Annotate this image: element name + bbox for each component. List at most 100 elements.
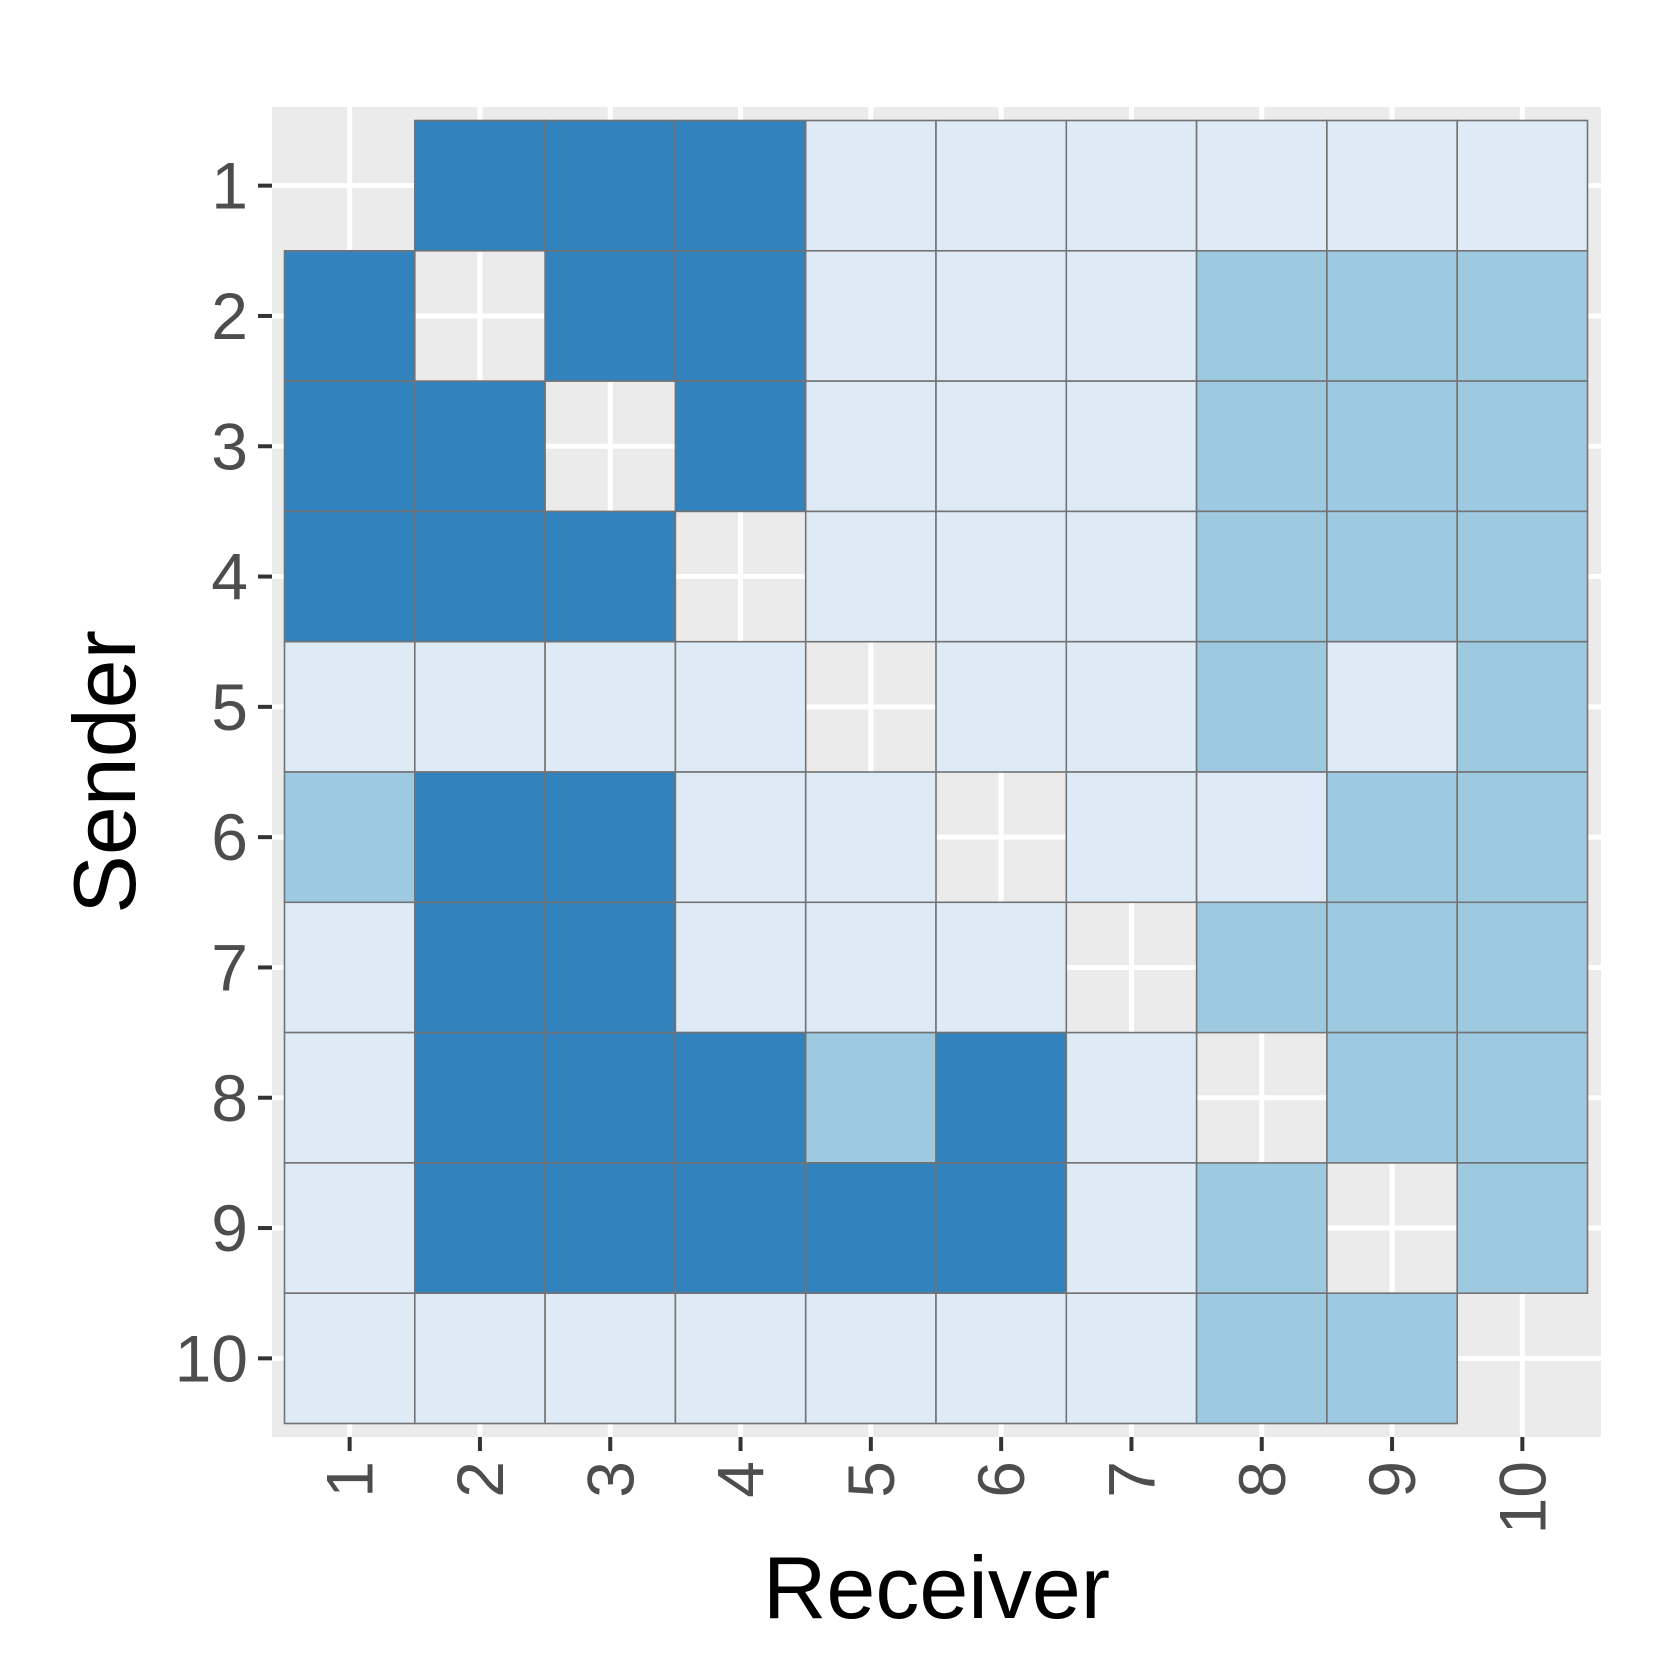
tile-sender-6-receiver-1 [283,771,416,904]
tile-sender-4-receiver-6 [935,510,1068,643]
tile-sender-5-receiver-9 [1326,640,1459,773]
y-tick-label-10: 10 [175,1321,248,1395]
y-tick-label-5: 5 [211,670,248,744]
tile-sender-8-receiver-9 [1326,1031,1459,1164]
tile-sender-1-receiver-9 [1326,119,1459,252]
tile-sender-4-receiver-5 [804,510,937,643]
y-tick-label-2: 2 [211,279,248,353]
tile-sender-9-receiver-1 [283,1162,416,1295]
tile-sender-1-receiver-3 [544,119,677,252]
tile-sender-1-receiver-8 [1195,119,1328,252]
tile-sender-10-receiver-8 [1195,1292,1328,1425]
tile-sender-9-receiver-7 [1065,1162,1198,1295]
x-tick-label-7: 7 [1094,1461,1168,1498]
tile-sender-2-receiver-7 [1065,250,1198,382]
tile-sender-10-receiver-3 [544,1292,677,1425]
tile-sender-7-receiver-3 [544,901,677,1034]
tile-sender-7-receiver-5 [804,901,937,1034]
x-tick-label-8: 8 [1225,1461,1299,1498]
x-axis-title: Receiver [763,1538,1110,1637]
tile-sender-6-receiver-5 [804,771,937,904]
tile-sender-5-receiver-3 [544,640,677,773]
tile-sender-9-receiver-10 [1456,1162,1589,1295]
tile-sender-3-receiver-2 [413,380,546,513]
tile-sender-8-receiver-1 [283,1031,416,1164]
tile-sender-5-receiver-8 [1195,640,1328,773]
tile-sender-1-receiver-5 [804,119,937,252]
tile-sender-4-receiver-8 [1195,510,1328,643]
x-tick-label-4: 4 [704,1461,778,1498]
tile-sender-7-receiver-10 [1456,901,1589,1034]
y-tick-label-8: 8 [211,1061,248,1135]
tile-sender-9-receiver-6 [935,1162,1068,1295]
tile-sender-5-receiver-4 [674,640,807,773]
tile-sender-1-receiver-10 [1456,119,1589,252]
tile-sender-8-receiver-7 [1065,1031,1198,1164]
tile-sender-3-receiver-7 [1065,380,1198,513]
tile-sender-7-receiver-8 [1195,901,1328,1034]
tile-sender-6-receiver-7 [1065,771,1198,904]
tile-sender-8-receiver-2 [413,1031,546,1164]
tile-sender-10-receiver-4 [674,1292,807,1425]
y-tick-label-9: 9 [211,1191,248,1265]
tile-sender-5-receiver-6 [935,640,1068,773]
tile-sender-4-receiver-1 [283,510,416,643]
tile-sender-6-receiver-3 [544,771,677,904]
y-tick-label-1: 1 [211,149,248,223]
y-axis-title: Sender [55,630,154,914]
tile-sender-7-receiver-2 [413,901,546,1034]
tile-sender-3-receiver-5 [804,380,937,513]
tile-sender-8-receiver-5 [804,1031,937,1164]
tile-sender-7-receiver-4 [674,901,807,1034]
tile-sender-2-receiver-8 [1195,250,1328,382]
tile-sender-4-receiver-9 [1326,510,1459,643]
tile-sender-10-receiver-2 [413,1292,546,1425]
y-tick-label-3: 3 [211,409,248,483]
tile-sender-4-receiver-3 [544,510,677,643]
tile-sender-1-receiver-4 [674,119,807,252]
tile-sender-6-receiver-2 [413,771,546,904]
tile-sender-3-receiver-4 [674,380,807,513]
tile-sender-4-receiver-10 [1456,510,1589,643]
tile-sender-2-receiver-9 [1326,250,1459,382]
tile-sender-3-receiver-8 [1195,380,1328,513]
tile-sender-7-receiver-9 [1326,901,1459,1034]
tile-sender-2-receiver-4 [674,250,807,382]
x-tick-label-1: 1 [313,1461,387,1498]
y-tick-label-7: 7 [211,930,248,1004]
x-axis: 1 2 3 4 5 6 7 8 9 10 [313,1437,1559,1534]
tile-sender-1-receiver-6 [935,119,1068,252]
tile-sender-3-receiver-6 [935,380,1068,513]
tile-sender-2-receiver-3 [544,250,677,382]
tile-sender-2-receiver-10 [1456,250,1589,382]
y-axis: 1 2 3 4 5 6 7 8 9 10 [175,149,272,1395]
tile-sender-3-receiver-10 [1456,380,1589,513]
tile-sender-5-receiver-7 [1065,640,1198,773]
tile-sender-10-receiver-5 [804,1292,937,1425]
tile-sender-6-receiver-4 [674,771,807,904]
tile-sender-6-receiver-8 [1195,771,1328,904]
tile-sender-2-receiver-6 [935,250,1068,382]
tile-sender-9-receiver-8 [1195,1162,1328,1295]
tile-sender-9-receiver-3 [544,1162,677,1295]
tile-sender-10-receiver-6 [935,1292,1068,1425]
tile-sender-7-receiver-1 [283,901,416,1034]
tile-sender-7-receiver-6 [935,901,1068,1034]
x-tick-label-5: 5 [834,1461,908,1498]
tile-sender-5-receiver-10 [1456,640,1589,773]
x-tick-label-6: 6 [964,1461,1038,1498]
x-tick-label-9: 9 [1355,1461,1429,1498]
tile-sender-9-receiver-4 [674,1162,807,1295]
tile-sender-6-receiver-10 [1456,771,1589,904]
tile-sender-2-receiver-1 [283,250,416,382]
tile-sender-3-receiver-9 [1326,380,1459,513]
tile-sender-5-receiver-2 [413,640,546,773]
tile-sender-8-receiver-6 [935,1031,1068,1164]
y-tick-label-4: 4 [211,540,248,614]
tile-sender-9-receiver-5 [804,1162,937,1295]
tile-sender-10-receiver-1 [283,1292,416,1425]
tile-sender-1-receiver-7 [1065,119,1198,252]
tile-sender-2-receiver-5 [804,250,937,382]
x-tick-label-10: 10 [1485,1461,1559,1534]
